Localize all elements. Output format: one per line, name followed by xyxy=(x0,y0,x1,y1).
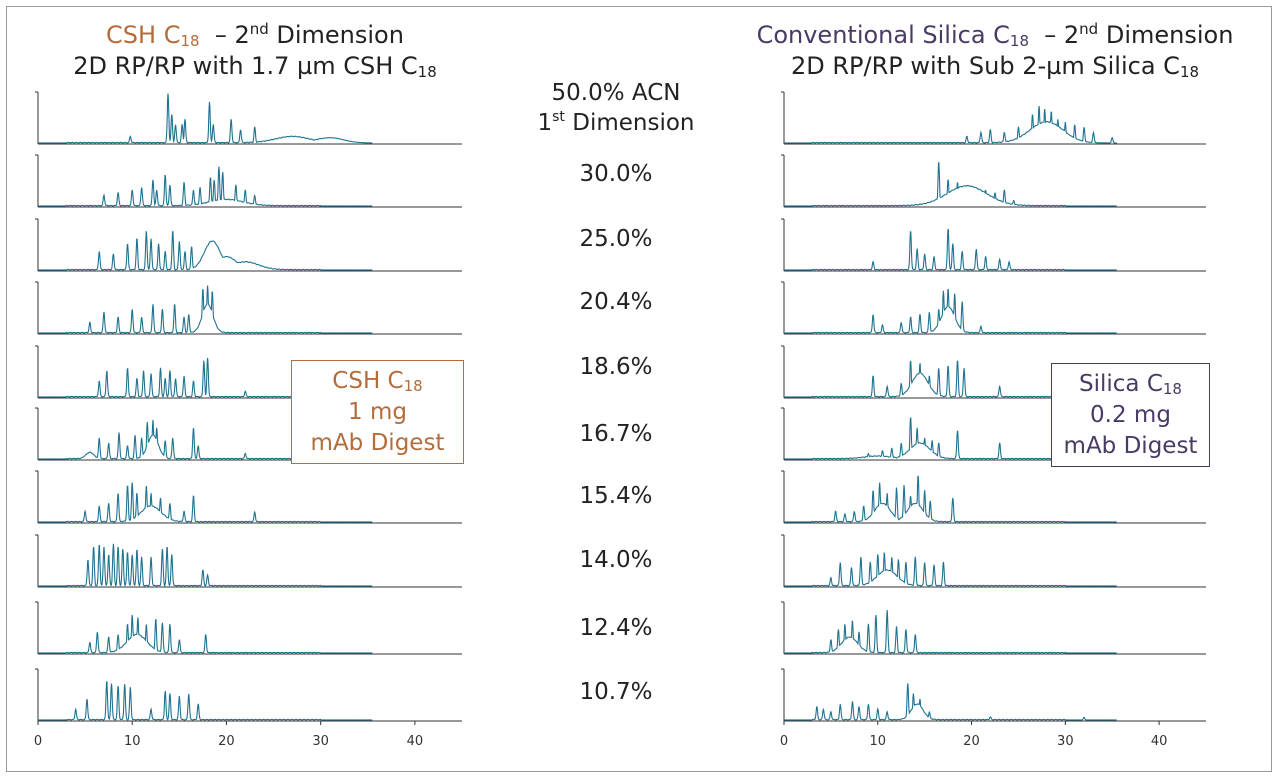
left-title-line2: 2D RP/RP with 1.7 µm CSH C18 xyxy=(73,52,437,81)
chromatogram-trace-10.7 xyxy=(784,683,1117,721)
chromatogram-trace-15.4 xyxy=(784,475,1117,523)
silica-legend-box: Silica C18 0.2 mg mAb Digest xyxy=(1051,363,1210,467)
chromatogram-trace-20.4 xyxy=(784,288,1117,334)
fraction-label: 14.0% xyxy=(579,547,653,573)
chromatogram-trace-50.0 xyxy=(784,105,1117,144)
x-tick-label: 10 xyxy=(870,734,887,749)
chromatogram-trace-30.0 xyxy=(38,166,373,207)
x-tick-label: 40 xyxy=(1151,734,1168,749)
chromatogram-trace-20.4 xyxy=(38,285,373,334)
left-panel-title: CSH C18 – 2nd Dimension 2D RP/RP with 1.… xyxy=(20,20,490,82)
chromatogram-trace-12.4 xyxy=(784,609,1117,654)
fraction-label: 25.0% xyxy=(579,226,653,252)
x-tick-label: 40 xyxy=(407,734,424,749)
fraction-label: 15.4% xyxy=(579,483,653,509)
x-tick-label: 20 xyxy=(218,734,235,749)
chromatogram-trace-30.0 xyxy=(783,162,1117,207)
fraction-label: 30.0% xyxy=(579,161,653,187)
center-header-line2: 1st Dimension xyxy=(537,109,695,136)
chromatogram-trace-25.0 xyxy=(37,230,373,271)
chromatogram-trace-15.4 xyxy=(38,482,373,523)
x-tick-label: 0 xyxy=(780,734,788,749)
right-title-line1: Conventional Silica C18 – 2nd Dimension xyxy=(756,20,1234,50)
x-tick-label: 0 xyxy=(34,734,42,749)
chromatogram-trace-12.4 xyxy=(38,614,373,654)
fraction-label: 10.7% xyxy=(579,679,653,705)
right-panel-title: Conventional Silica C18 – 2nd Dimension … xyxy=(720,20,1270,82)
fraction-label: 12.4% xyxy=(579,615,653,641)
fraction-label: 18.6% xyxy=(579,354,653,380)
x-tick-label: 30 xyxy=(1057,734,1074,749)
center-header: 50.0% ACN 1st Dimension xyxy=(516,78,716,138)
figure-frame xyxy=(6,6,1272,772)
chromatogram-trace-25.0 xyxy=(784,228,1117,271)
right-title-line2: 2D RP/RP with Sub 2-µm Silica C18 xyxy=(790,52,1200,81)
chromatogram-trace-14.0 xyxy=(783,552,1117,587)
chromatogram-trace-50.0 xyxy=(38,93,373,144)
x-tick-label: 30 xyxy=(312,734,329,749)
x-tick-label: 10 xyxy=(124,734,141,749)
center-header-line1: 50.0% ACN xyxy=(551,80,681,106)
fraction-label: 16.7% xyxy=(579,421,653,447)
chromatogram-trace-10.7 xyxy=(38,681,373,721)
csh-legend-box: CSH C18 1 mg mAb Digest xyxy=(291,360,464,464)
left-title-line1: CSH C18 – 2nd Dimension xyxy=(106,20,404,50)
chromatogram-trace-14.0 xyxy=(37,543,373,588)
x-tick-label: 20 xyxy=(963,734,980,749)
fraction-label: 20.4% xyxy=(579,289,653,315)
